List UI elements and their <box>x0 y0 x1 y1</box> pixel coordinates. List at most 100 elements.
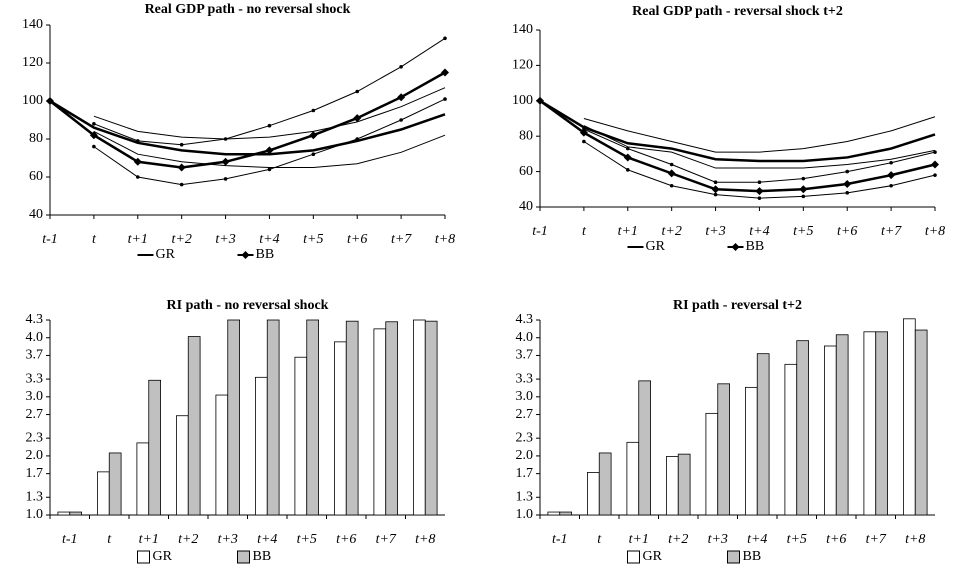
bar <box>677 453 691 516</box>
x-tick-label: t+1 <box>139 532 159 547</box>
bar <box>756 353 770 516</box>
bar <box>175 415 189 516</box>
y-tick-label: 2.0 <box>516 448 534 463</box>
marker <box>441 68 449 77</box>
marker <box>311 108 316 113</box>
legend-label: GR <box>153 549 173 564</box>
bar <box>385 321 399 516</box>
bar <box>745 386 758 516</box>
y-tick-label: 2.0 <box>26 448 44 463</box>
marker <box>89 131 98 140</box>
legend-marker <box>241 251 250 259</box>
x-tick-label: t+6 <box>826 532 846 547</box>
bar <box>333 341 347 516</box>
y-tick-label: 60 <box>29 169 43 184</box>
legend-label: BB <box>746 239 765 254</box>
marker <box>536 96 544 105</box>
y-tick-label: 4.3 <box>516 312 534 327</box>
x-tick-label: t+4 <box>749 224 769 239</box>
y-tick-label: 3.0 <box>26 389 44 404</box>
x-tick-label: t+4 <box>257 532 277 547</box>
series-line <box>49 99 446 156</box>
bar <box>306 319 320 516</box>
bar <box>187 336 201 516</box>
bar <box>587 472 600 516</box>
x-tick-label: t+1 <box>128 232 148 247</box>
bar <box>227 319 241 516</box>
x-tick-label: t+6 <box>347 232 367 247</box>
y-tick-label: 60 <box>519 164 533 179</box>
marker <box>625 146 630 151</box>
series-line <box>583 125 936 169</box>
y-tick-label: 100 <box>512 93 533 108</box>
series-line <box>539 99 936 163</box>
x-tick-label: t+3 <box>215 232 235 247</box>
bar <box>626 441 640 516</box>
legend-label: GR <box>646 239 666 254</box>
marker <box>579 128 588 137</box>
x-tick-label: t+5 <box>793 224 813 239</box>
marker <box>399 118 403 122</box>
y-tick-label: 1.7 <box>516 466 534 481</box>
marker <box>221 157 230 166</box>
y-tick-label: 3.7 <box>26 348 44 363</box>
marker <box>845 191 850 195</box>
marker <box>177 163 186 172</box>
marker <box>933 150 937 154</box>
y-tick-label: 3.3 <box>26 371 44 386</box>
bar <box>598 452 612 516</box>
y-tick-label: 4.3 <box>26 312 44 327</box>
y-tick-label: 40 <box>519 199 533 214</box>
bar <box>903 318 916 516</box>
series-line <box>583 116 936 153</box>
marker <box>135 139 140 143</box>
marker <box>889 160 893 165</box>
legend-label: BB <box>743 549 762 564</box>
marker <box>223 177 228 181</box>
marker <box>931 160 939 169</box>
y-tick-label: 80 <box>29 131 43 146</box>
x-tick-label: t+7 <box>391 232 412 247</box>
y-tick-label: 4.0 <box>26 330 44 345</box>
marker <box>309 131 318 140</box>
legend-label: GR <box>156 247 176 262</box>
bar <box>784 363 798 516</box>
x-tick-label: t-1 <box>42 232 58 247</box>
legend-symbol <box>627 550 640 564</box>
marker <box>223 137 228 141</box>
marker <box>355 89 360 94</box>
x-tick-label: t <box>92 232 97 247</box>
bar <box>57 511 71 516</box>
marker <box>353 114 362 123</box>
x-tick-label: t-1 <box>62 532 78 547</box>
y-tick-label: 1.3 <box>516 489 534 504</box>
bar <box>875 331 889 516</box>
y-tick-label: 2.3 <box>516 430 534 445</box>
marker <box>843 179 852 188</box>
x-tick-label: t-1 <box>532 224 548 239</box>
x-tick-label: t+3 <box>218 532 238 547</box>
x-tick-label: t+2 <box>178 532 198 547</box>
y-tick-label: 100 <box>22 93 43 108</box>
chart-title: Real GDP path - no reversal shock <box>145 2 351 17</box>
y-tick-label: 1.0 <box>26 507 44 522</box>
bar <box>136 442 150 516</box>
marker <box>265 146 274 155</box>
y-tick-label: 1.3 <box>26 489 44 504</box>
series-line <box>583 128 936 183</box>
y-tick-label: 3.0 <box>516 389 534 404</box>
marker <box>267 123 272 128</box>
y-tick-label: 140 <box>512 22 533 37</box>
marker <box>757 180 762 185</box>
bar <box>559 511 573 516</box>
marker <box>933 173 937 177</box>
marker <box>757 196 762 200</box>
y-tick-label: 2.7 <box>516 407 534 422</box>
marker <box>92 144 96 149</box>
y-tick-label: 2.3 <box>26 430 44 445</box>
x-tick-label: t-1 <box>552 532 568 547</box>
marker <box>355 137 360 141</box>
y-tick-label: 120 <box>22 55 43 70</box>
bar <box>824 345 837 516</box>
